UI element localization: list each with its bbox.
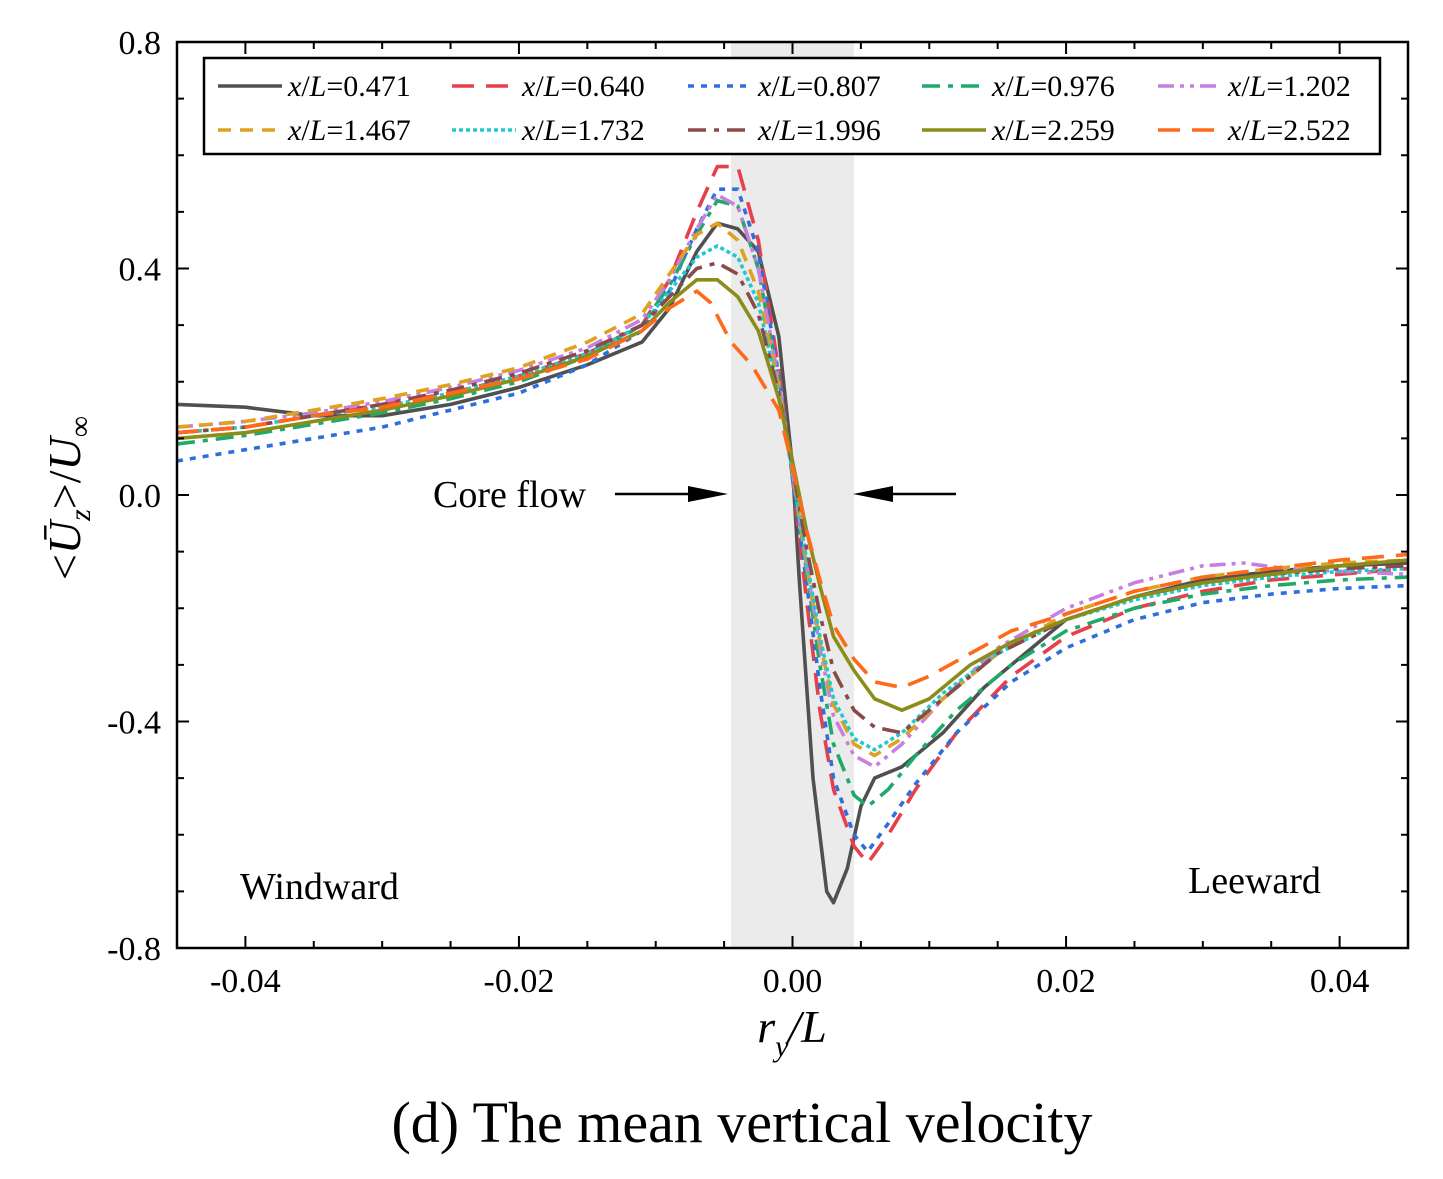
core-flow-arrow-right-head [853, 486, 893, 502]
core-flow-label: Core flow [433, 474, 587, 516]
leeward-label: Leeward [1188, 860, 1321, 902]
legend-label: x/L=0.640 [521, 70, 645, 103]
legend-label: x/L=1.202 [1227, 70, 1351, 103]
legend-label: x/L=0.471 [287, 70, 411, 103]
legend-box [202, 56, 1382, 156]
y-tick-label: -0.8 [107, 931, 161, 968]
legend-label: x/L=2.522 [1227, 114, 1351, 147]
series-line-9 [177, 278, 1408, 712]
y-tick-label: -0.4 [107, 705, 161, 742]
legend: x/L=0.471 x/L=0.640 x/L=0.807 x/L=0.976 x/L=… [202, 56, 1382, 156]
legend-label: x/L=0.807 [757, 70, 881, 103]
core-flow-arrow-left-head [688, 486, 728, 502]
series-line-10 [177, 289, 1408, 690]
ticks-layer: -0.04 -0.02 0.00 0.02 0.04 -0.8 -0.4 0.0 0.4 0.8 [107, 25, 1409, 1000]
legend-label: x/L=1.732 [521, 114, 645, 147]
y-tick-label: 0.8 [119, 25, 162, 62]
x-tick-label: 0.00 [763, 963, 823, 1000]
x-tick-label: 0.04 [1310, 963, 1370, 1000]
x-tick-label: 0.02 [1036, 963, 1096, 1000]
y-tick-label: 0.4 [119, 252, 162, 289]
series-line-4 [177, 198, 1408, 809]
series-layer [177, 164, 1408, 905]
x-axis-title: ry/L [757, 1001, 827, 1063]
x-tick-label: -0.02 [484, 963, 555, 1000]
legend-label: x/L=0.976 [991, 70, 1115, 103]
series-line-2 [177, 164, 1408, 865]
svg-text:<Ūz>/U∞: <Ūz>/U∞ [39, 416, 97, 580]
legend-label: x/L=2.259 [991, 114, 1115, 147]
y-axis-title: <Ūz>/U∞ [39, 416, 97, 580]
legend-label: x/L=1.996 [757, 114, 881, 147]
legend-label: x/L=1.467 [287, 114, 411, 147]
y-tick-label: 0.0 [119, 478, 162, 515]
windward-label: Windward [240, 866, 399, 908]
x-tick-label: -0.04 [210, 963, 281, 1000]
figure-caption: (d) The mean vertical velocity [391, 1090, 1092, 1155]
